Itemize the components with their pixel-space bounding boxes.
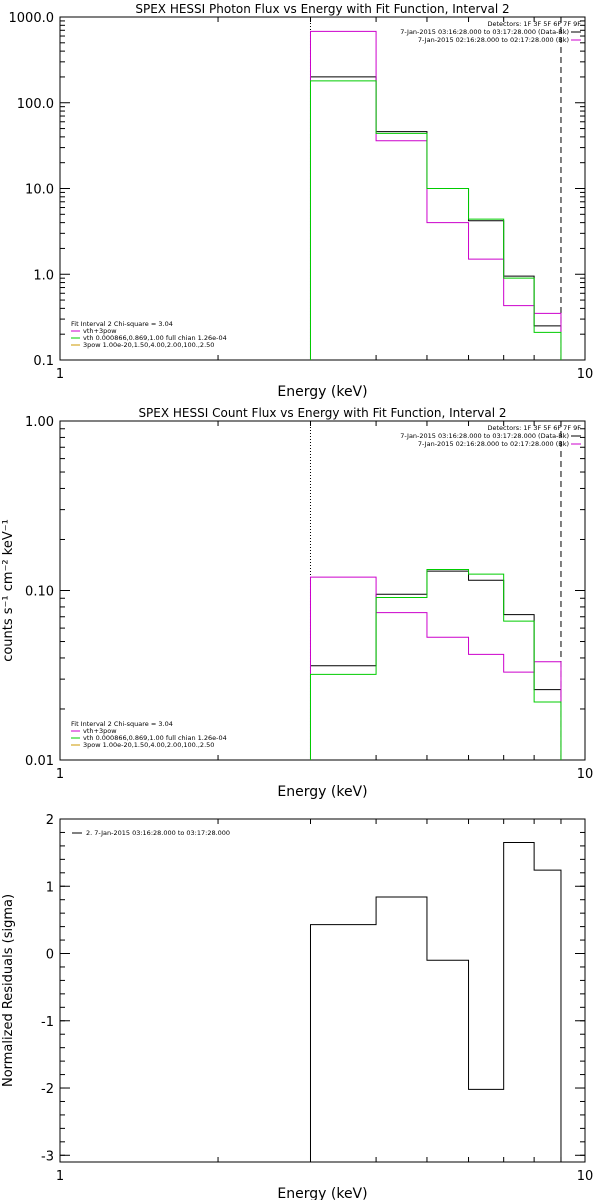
series-3-step-line	[309, 569, 562, 760]
legend-bottom-left: Fit Interval 2 Chi-square = 3.04vth+3pow…	[71, 320, 227, 349]
series-1-step-line	[309, 570, 562, 760]
y-tick-label: -2	[41, 1082, 54, 1097]
legend-entry-label: 2. 7-Jan-2015 03:16:28.000 to 03:17:28.0…	[86, 829, 230, 837]
series-2-step-line	[309, 576, 562, 760]
x-axis-label: Energy (keV)	[277, 384, 367, 400]
panel-2: 1 10 0.01 0.10 1.00 SPEX HESSI Count Flux vs …	[1, 406, 593, 800]
x-axis-label: Energy (keV)	[277, 1186, 367, 1200]
legend-entry-label: 7-Jan-2015 02:16:28.000 to 02:17:28.000 …	[418, 36, 569, 44]
legend-entry-label: vth 0.000866,0.869,1.00 full chian 1.26e…	[83, 334, 227, 342]
y-axis-label: Normalized Residuals (sigma)	[1, 894, 16, 1087]
panel-1: 1 10 0.1 1.0 10.0 100.0 1000.0 SPEX HESSI Photo…	[9, 2, 594, 400]
y-tick-label: 1	[46, 880, 54, 895]
legend-entry-label: vth+3pow	[83, 327, 117, 335]
chart-title: SPEX HESSI Photon Flux vs Energy with Fi…	[135, 2, 509, 16]
legend-entry-label: 7-Jan-2015 03:16:28.000 to 03:17:28.000 …	[400, 432, 569, 440]
y-tick-label: 1000.0	[9, 11, 55, 26]
panel-3: 1 10 -3 -2 -1 0 1 2 Energy (keV) Normalized Resid…	[1, 813, 593, 1200]
legend-entry-label: 3pow 1.00e-20,1.50,4.00,2.00,100.,2.50	[83, 741, 214, 749]
legend-bottom-left: Fit Interval 2 Chi-square = 3.04vth+3pow…	[71, 720, 227, 749]
y-tick-label: 0.01	[25, 754, 54, 769]
y-tick-label: 1.0	[33, 268, 54, 283]
x-axis-label: Energy (keV)	[277, 784, 367, 800]
y-tick-label: -1	[41, 1015, 54, 1030]
y-tick-label: 0.1	[33, 354, 54, 369]
series-1-step-line	[309, 76, 562, 360]
y-tick-label: 100.0	[17, 97, 54, 112]
x-tick-label: 1	[56, 367, 64, 382]
series-3-step-line	[309, 80, 562, 360]
legend-fit-header: Fit Interval 2 Chi-square = 3.04	[71, 720, 173, 728]
legend-entry-label: 7-Jan-2015 03:16:28.000 to 03:17:28.000 …	[400, 28, 569, 36]
legend-entry-label: vth+3pow	[83, 727, 117, 735]
plot-frame	[59, 420, 586, 761]
x-tick-label: 10	[577, 367, 594, 382]
y-tick-label: 2	[46, 813, 54, 828]
x-tick-label: 1	[56, 767, 64, 782]
series-1-step-line	[309, 842, 562, 1162]
y-axis-label: counts s⁻¹ cm⁻² keV⁻¹	[1, 519, 16, 662]
y-tick-label: 10.0	[25, 183, 54, 198]
plot-frame	[59, 16, 586, 361]
x-tick-label: 1	[56, 1169, 64, 1184]
y-tick-label: 1.00	[25, 415, 54, 430]
x-tick-label: 10	[577, 1169, 594, 1184]
plot-frame	[59, 818, 586, 1163]
y-tick-label: 0	[46, 948, 54, 963]
y-tick-label: -3	[41, 1149, 54, 1164]
legend-entry-label: vth 0.000866,0.869,1.00 full chian 1.26e…	[83, 734, 227, 742]
legend-top-right: Detectors: 1F 3F 5F 6F 7F 9F7-Jan-2015 0…	[400, 20, 581, 44]
y-tick-label: 0.10	[25, 585, 54, 600]
legend-detectors: Detectors: 1F 3F 5F 6F 7F 9F	[487, 20, 581, 28]
legend-top-left: 2. 7-Jan-2015 03:16:28.000 to 03:17:28.0…	[72, 829, 230, 837]
legend-entry-label: 7-Jan-2015 02:16:28.000 to 02:17:28.000 …	[418, 440, 569, 448]
chart-title: SPEX HESSI Count Flux vs Energy with Fit…	[138, 406, 506, 420]
legend-entry-label: 3pow 1.00e-20,1.50,4.00,2.00,100.,2.50	[83, 341, 214, 349]
legend-fit-header: Fit Interval 2 Chi-square = 3.04	[71, 320, 173, 328]
x-tick-label: 10	[577, 767, 594, 782]
legend-detectors: Detectors: 1F 3F 5F 6F 7F 9F	[487, 424, 581, 432]
legend-top-right: Detectors: 1F 3F 5F 6F 7F 9F7-Jan-2015 0…	[400, 424, 581, 448]
